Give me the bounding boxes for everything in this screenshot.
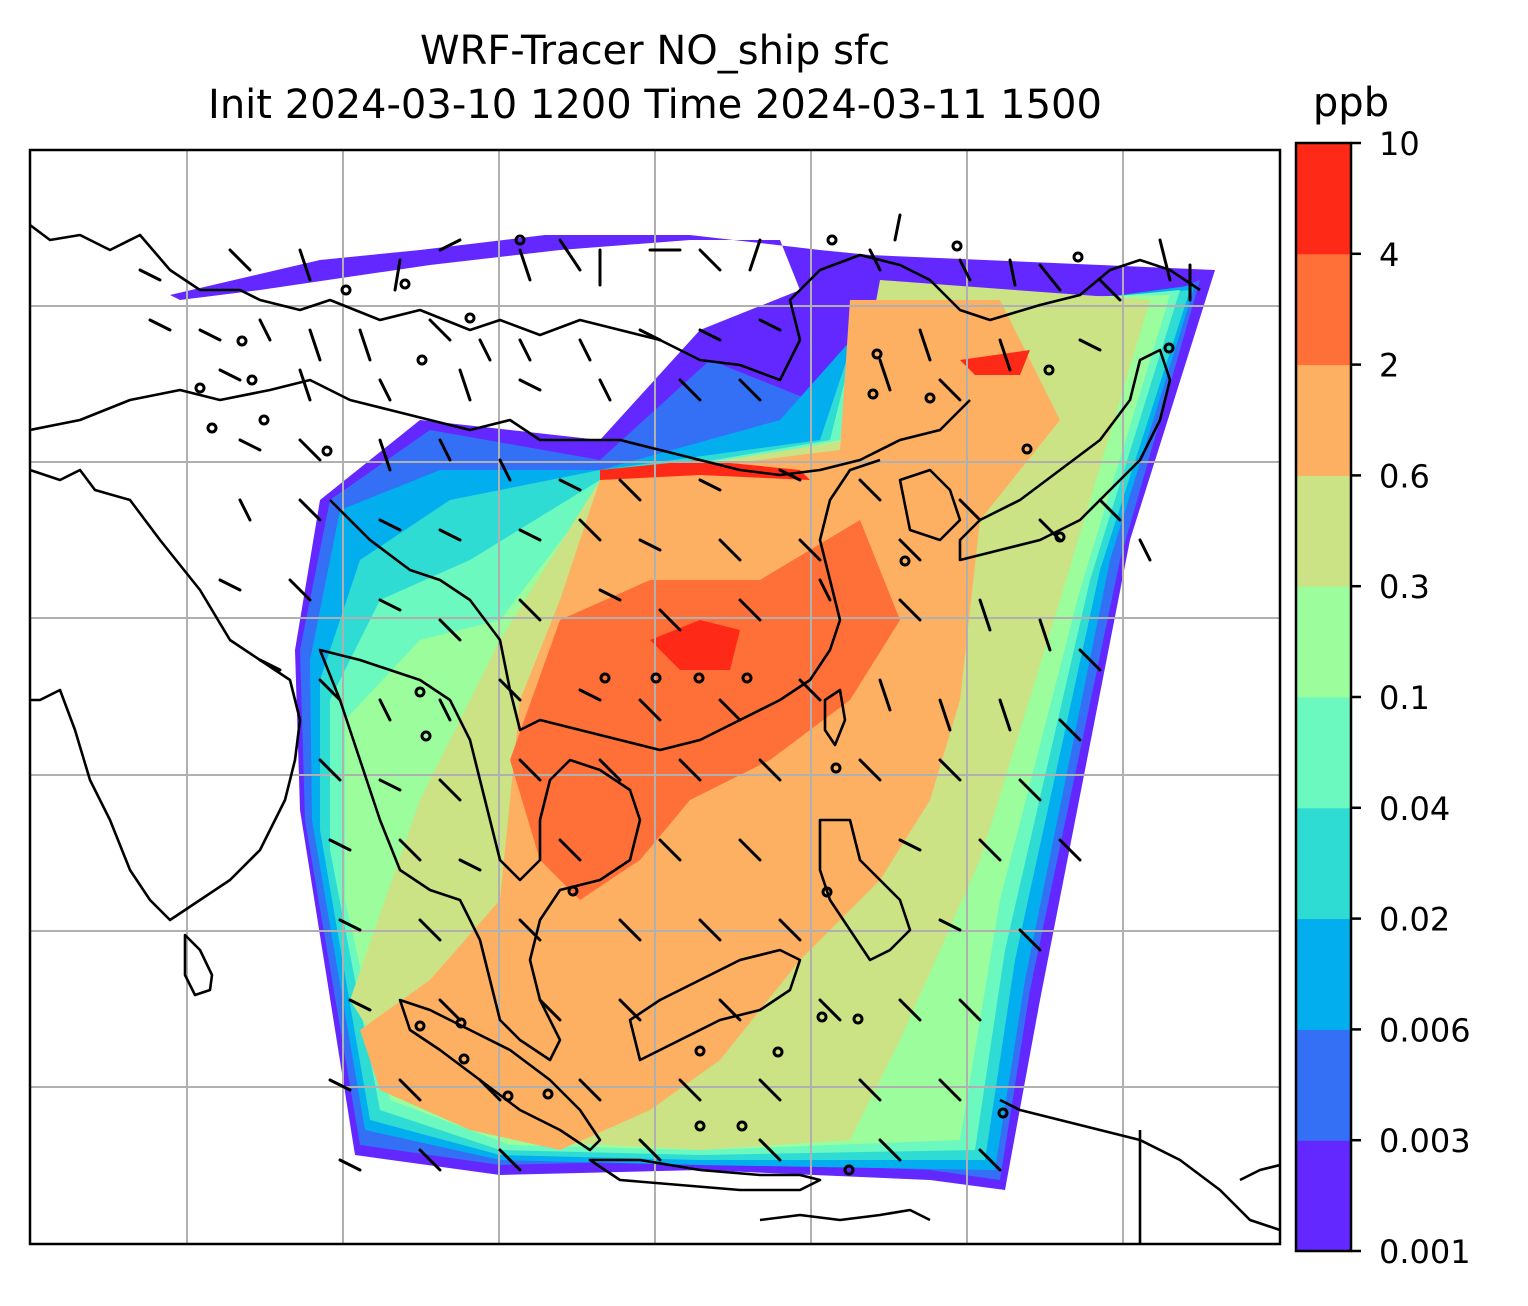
- colorbar-tick-label: 0.001: [1379, 1233, 1471, 1271]
- coastline-indochina: [318, 648, 642, 1062]
- colorbar-segment-3: [1296, 807, 1351, 920]
- colorbar[interactable]: 0.001 0.003 0.006 0.02 0.04 0.1 0.3 0.6 2 4 10: [1294, 125, 1471, 1271]
- tracer-level-10: [650, 620, 740, 670]
- coastlines: [30, 223, 1280, 1244]
- colorbar-segment-2: [1296, 918, 1351, 1030]
- colorbar-tick-label: 0.003: [1379, 1122, 1471, 1160]
- coastline-srilanka: [183, 933, 214, 997]
- colorbar-tick-label: 4: [1379, 236, 1399, 274]
- map-title-line1: WRF-Tracer NO_ship sfc: [419, 28, 891, 74]
- tracer-level-10: [960, 350, 1030, 375]
- colorbar-tick-label: 0.6: [1379, 457, 1430, 495]
- colorbar-tick-label: 0.006: [1379, 1011, 1471, 1049]
- coastline-borneo: [628, 948, 802, 1062]
- colorbar-tick-label: 0.1: [1379, 679, 1430, 717]
- colorbar-segment-0: [1296, 1140, 1351, 1252]
- border-china-south: [329, 458, 881, 752]
- colorbar-tick-label: 0.04: [1379, 790, 1450, 828]
- tracer-level-4: [510, 520, 900, 900]
- border-tibet: [30, 378, 971, 477]
- colorbar-segment-7: [1296, 364, 1351, 476]
- tracer-level-10: [600, 460, 810, 480]
- coastline-korea: [898, 468, 962, 542]
- colorbar-tick-label: 10: [1379, 125, 1420, 163]
- coastline-asia-north: [30, 223, 1201, 382]
- map-frame: [28, 148, 1282, 1246]
- colorbar-segment-5: [1296, 586, 1351, 698]
- colorbar-segment-8: [1296, 253, 1351, 366]
- coastline-australia-tip: [1239, 1163, 1280, 1182]
- coastline-lesser-sunda: [759, 1208, 931, 1222]
- colorbar-tick-label: 2: [1379, 347, 1399, 385]
- colorbar-segment-1: [1296, 1029, 1351, 1141]
- colorbar-tick-label: 0.3: [1379, 568, 1430, 606]
- colorbar-segment-4: [1296, 697, 1351, 809]
- colorbar-segment-6: [1296, 475, 1351, 587]
- colorbar-segment-9: [1296, 143, 1351, 255]
- map-title-line2: Init 2024-03-10 1200 Time 2024-03-11 150…: [208, 82, 1102, 128]
- wind-barbs: [138, 213, 1192, 1172]
- colorbar-tick-label: 0.02: [1379, 901, 1450, 939]
- coastline-java: [588, 1158, 822, 1192]
- coastline-india: [30, 468, 302, 922]
- colorbar-unit-label: ppb: [1312, 80, 1390, 126]
- map-panel[interactable]: [30, 150, 1280, 1244]
- coastline-japan: [958, 348, 1172, 562]
- coastline-taiwan: [823, 688, 847, 747]
- coastline-sumatra: [398, 998, 602, 1152]
- tracer-field: [170, 235, 1215, 1190]
- calm-wind-markers: [194, 234, 1175, 1176]
